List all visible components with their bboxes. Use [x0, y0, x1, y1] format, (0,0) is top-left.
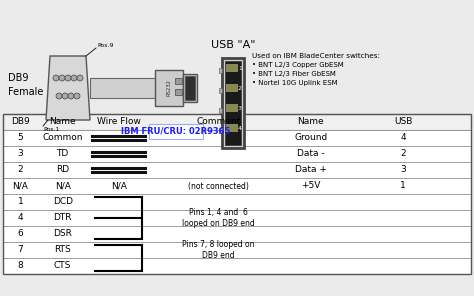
Text: Used on IBM BladeCenter switches:: Used on IBM BladeCenter switches:: [252, 53, 380, 59]
Circle shape: [59, 75, 65, 81]
Text: Data -: Data -: [297, 149, 325, 158]
Text: 5: 5: [18, 133, 23, 142]
Circle shape: [68, 93, 74, 99]
Text: 2: 2: [401, 149, 406, 158]
Circle shape: [65, 75, 71, 81]
Text: DCD: DCD: [53, 197, 73, 207]
Text: Female: Female: [8, 87, 44, 97]
Bar: [3, 130, 471, 146]
Bar: [226, 124, 238, 132]
Bar: [3, 194, 471, 210]
Text: 8: 8: [18, 261, 23, 271]
Bar: [185, 76, 195, 100]
Bar: [226, 64, 238, 72]
Bar: [3, 178, 471, 194]
Bar: [155, 70, 183, 106]
Bar: [219, 68, 222, 73]
Text: +5V: +5V: [301, 181, 320, 191]
Bar: [175, 78, 182, 84]
Circle shape: [74, 93, 80, 99]
Text: 4: 4: [238, 126, 242, 131]
Text: Data +: Data +: [295, 165, 327, 175]
Bar: [183, 74, 197, 102]
Bar: [222, 58, 244, 148]
Text: Wire Flow: Wire Flow: [97, 118, 141, 126]
Bar: [3, 162, 471, 178]
Text: Pos.9: Pos.9: [97, 43, 113, 48]
FancyBboxPatch shape: [149, 124, 203, 139]
Text: N/A: N/A: [13, 181, 28, 191]
Text: 3: 3: [238, 105, 242, 110]
Bar: [219, 88, 222, 93]
Text: Pins 1, 4 and  6
looped on DB9 end: Pins 1, 4 and 6 looped on DB9 end: [182, 208, 255, 228]
Text: 4: 4: [18, 213, 23, 223]
Bar: [175, 89, 182, 95]
Circle shape: [62, 93, 68, 99]
Text: N/A: N/A: [55, 181, 71, 191]
Text: 1: 1: [238, 65, 242, 70]
Bar: [226, 104, 238, 112]
Text: 4: 4: [401, 133, 406, 142]
Text: (not connected): (not connected): [188, 181, 249, 191]
Text: USB: USB: [394, 118, 412, 126]
Text: 2: 2: [238, 86, 242, 91]
Bar: [3, 146, 471, 162]
Text: • Nortel 10G Uplink ESM: • Nortel 10G Uplink ESM: [252, 80, 337, 86]
Text: 6: 6: [18, 229, 23, 239]
Bar: [3, 258, 471, 274]
Text: IBM FRU/CRU: 02R9365: IBM FRU/CRU: 02R9365: [121, 126, 231, 136]
Text: Common: Common: [42, 133, 83, 142]
Text: Pos.1: Pos.1: [43, 127, 59, 132]
Bar: [3, 242, 471, 258]
Text: DB9: DB9: [11, 118, 30, 126]
Text: • BNT L2/3 Fiber GbESM: • BNT L2/3 Fiber GbESM: [252, 71, 336, 77]
Circle shape: [77, 75, 83, 81]
Text: Name: Name: [49, 118, 76, 126]
Text: Ground: Ground: [294, 133, 328, 142]
Bar: [219, 128, 222, 133]
Text: TD: TD: [56, 149, 69, 158]
Text: 1: 1: [400, 181, 406, 191]
Polygon shape: [46, 56, 90, 120]
Bar: [90, 78, 155, 98]
Text: 3: 3: [400, 165, 406, 175]
Bar: [225, 61, 241, 145]
Circle shape: [53, 75, 59, 81]
Text: N/A: N/A: [111, 181, 127, 191]
Circle shape: [56, 93, 62, 99]
Text: 7: 7: [18, 245, 23, 255]
Text: DB9: DB9: [8, 73, 28, 83]
Text: • BNT L2/3 Copper GbESM: • BNT L2/3 Copper GbESM: [252, 62, 344, 68]
Text: Pins 7, 8 looped on
DB9 end: Pins 7, 8 looped on DB9 end: [182, 240, 255, 260]
Text: USB "A": USB "A": [211, 40, 255, 50]
Bar: [3, 210, 471, 226]
Text: RD: RD: [56, 165, 69, 175]
Circle shape: [71, 75, 77, 81]
Bar: [226, 84, 238, 92]
Bar: [3, 114, 471, 274]
Bar: [219, 108, 222, 113]
Text: Comment: Comment: [196, 118, 240, 126]
Bar: [3, 226, 471, 242]
Text: 2: 2: [18, 165, 23, 175]
Bar: [3, 114, 471, 130]
Text: DSR: DSR: [53, 229, 72, 239]
Text: DTR: DTR: [54, 213, 72, 223]
Text: 3: 3: [18, 149, 23, 158]
Text: RS232: RS232: [166, 80, 172, 96]
Text: RTS: RTS: [55, 245, 71, 255]
Text: 1: 1: [18, 197, 23, 207]
Text: CTS: CTS: [54, 261, 72, 271]
Text: Name: Name: [297, 118, 324, 126]
